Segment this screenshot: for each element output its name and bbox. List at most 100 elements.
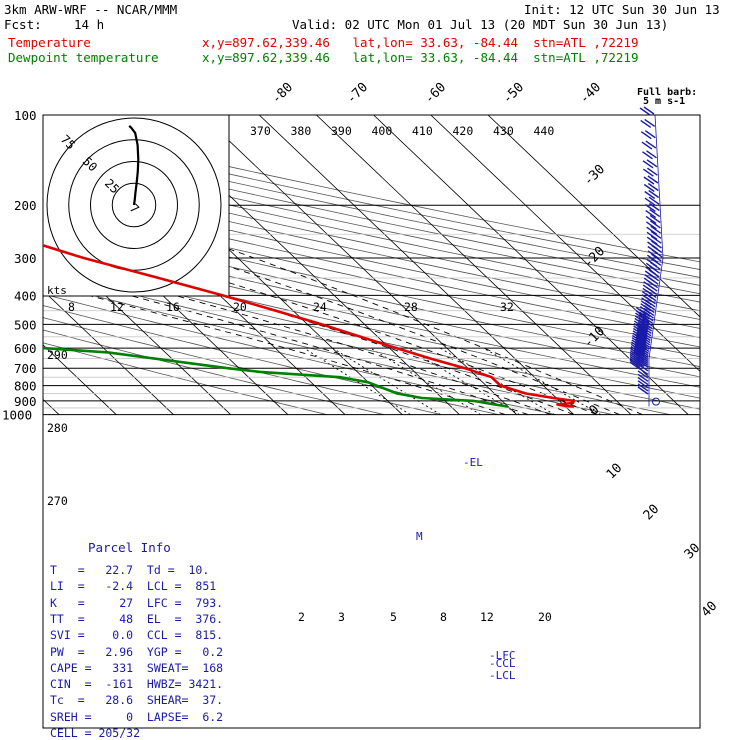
m-marker: M [416, 530, 423, 543]
wind-barb [640, 130, 656, 140]
hodograph-ring [46, 117, 222, 293]
mixing-ratio-label: 16 [166, 300, 180, 314]
mixing-ratio-label: 5 [390, 610, 397, 624]
model-title: 3km ARW-WRF -- NCAR/MMM [4, 2, 178, 17]
pressure-label: 200 [14, 198, 37, 213]
isotherm-line [201, 115, 517, 415]
pressure-label: 600 [14, 341, 37, 356]
mixing-ratio-label: 2 [298, 610, 305, 624]
wind-barb [642, 159, 658, 169]
theta-label: 420 [453, 124, 474, 138]
theta-label: 370 [250, 124, 271, 138]
wind-barb [637, 370, 649, 379]
pressure-label: 1000 [2, 408, 32, 423]
isotherm-label: -50 [500, 80, 527, 107]
wind-barb [637, 377, 649, 386]
temperature-legend: Temperature [8, 35, 91, 50]
wind-barb [643, 182, 659, 193]
theta-label: 380 [291, 124, 312, 138]
wind-barbs [629, 106, 664, 407]
mixing-ratio-line [439, 347, 555, 415]
mixing-ratio-label: 12 [480, 610, 494, 624]
theta-label: 270 [47, 494, 68, 508]
wind-barb [644, 196, 660, 206]
isotherm-label: 20 [641, 502, 663, 524]
wind-barb [645, 209, 661, 219]
pressure-label: 900 [14, 394, 37, 409]
wind-barb [646, 225, 662, 235]
wind-barb [644, 189, 660, 200]
isotherm-line [258, 115, 575, 415]
isotherm-line [487, 115, 700, 318]
wind-barb [646, 230, 662, 240]
hodograph-ring [90, 161, 178, 249]
isotherm-line [43, 344, 117, 415]
parcel-info-row: PW = 2.96 YGP = 0.2 [50, 644, 224, 659]
full-barb-label: Full barb: [637, 87, 697, 98]
isotherm-line [316, 115, 632, 415]
wind-barb [645, 214, 661, 224]
theta-label: 400 [372, 124, 393, 138]
ccl-marker: -CCL [489, 657, 516, 670]
wind-barb [637, 373, 649, 382]
valid-time: Valid: 02 UTC Mon 01 Jul 13 (20 MDT Sun … [292, 17, 669, 32]
wind-barb [642, 167, 658, 177]
parcel-info-row: SREH = 0 LAPSE= 6.2 [50, 709, 224, 724]
dewpoint-location: x,y=897.62,339.46 lat,lon= 33.63, -84.44… [202, 50, 639, 65]
hodograph-unit: kts [47, 284, 67, 297]
full-barb-unit: 5 m s-1 [643, 96, 685, 107]
temperature-location: x,y=897.62,339.46 lat,lon= 33.63, -84.44… [202, 35, 639, 50]
parcel-info-row: Tc = 28.6 SHEAR= 37. [50, 693, 224, 708]
sounding-series [43, 244, 575, 408]
isotherm-label: -30 [581, 162, 608, 189]
parcel-info-row: CIN = -161 HWBZ= 3421. [50, 677, 224, 692]
pressure-label: 500 [14, 317, 37, 332]
wind-barb [643, 175, 659, 185]
forecast-hour: 14 h [74, 17, 105, 32]
parcel-info-title: Parcel Info [88, 540, 171, 555]
pressure-label: 400 [14, 288, 37, 303]
isotherm-label: -80 [269, 80, 296, 107]
wind-barb [642, 150, 657, 160]
dewpoint-line [43, 346, 509, 408]
wind-barb [640, 118, 656, 128]
parcel-info-row: LI = -2.4 LCL = 851 [50, 579, 217, 594]
moist-adiabat-line [43, 282, 506, 416]
wind-barb [637, 383, 649, 392]
isotherm-line [43, 289, 174, 415]
parcel-info-row: SVI = 0.0 CCL = 815. [50, 628, 224, 643]
wind-barb [634, 313, 654, 324]
mixing-ratio-label: 8 [440, 610, 447, 624]
parcel-info-row: CELL = 205/32 [50, 726, 141, 740]
hodograph-trace [128, 125, 140, 206]
wind-barb [637, 380, 649, 389]
dewpoint-legend: Dewpoint temperature [8, 50, 159, 65]
wind-barb [629, 357, 649, 368]
calm-wind-circle [652, 397, 660, 406]
isotherm-label: -70 [344, 80, 371, 107]
pressure-label: 300 [14, 251, 37, 266]
wind-barb [637, 366, 649, 375]
isotherm-label: 10 [604, 461, 626, 483]
mixing-ratio-label: 28 [404, 300, 418, 314]
moist-adiabat-line [98, 204, 643, 416]
temperature-line [43, 244, 575, 408]
lfc-marker: -LFC [489, 649, 516, 662]
isotherm-label: -60 [422, 80, 449, 107]
hodograph-ring [111, 182, 157, 228]
moist-adiabat-line [43, 271, 529, 416]
mixing-ratio-label: 20 [538, 610, 552, 624]
mixing-ratio-label: 12 [110, 300, 124, 314]
el-marker: -EL [463, 456, 483, 469]
parcel-info-row: K = 27 LFC = 793. [50, 595, 224, 610]
theta-label: 410 [412, 124, 433, 138]
mixing-ratio-label: 32 [500, 300, 514, 314]
wind-barb [647, 249, 663, 259]
wind-barb [639, 106, 655, 116]
wind-staff-line [648, 114, 664, 407]
mixing-ratio-label: 20 [233, 300, 247, 314]
wind-barb [637, 386, 649, 395]
parcel-info-row: CAPE = 331 SWEAT= 168 [50, 660, 224, 675]
